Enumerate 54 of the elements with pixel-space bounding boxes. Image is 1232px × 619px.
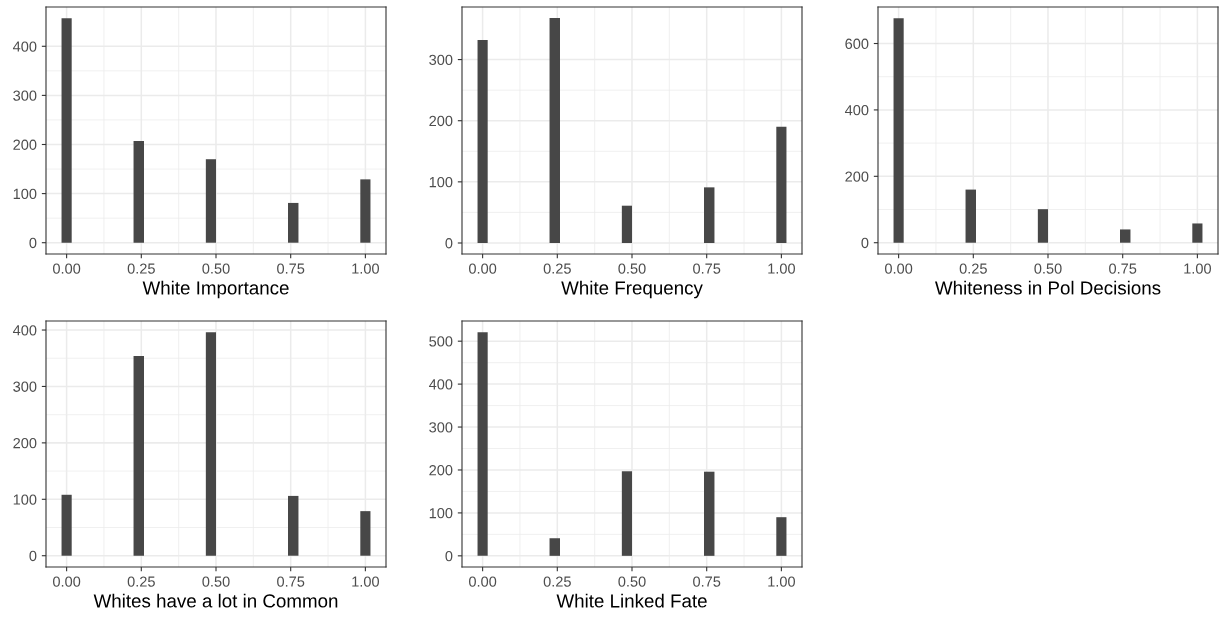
x-tick-label: 0.50 bbox=[618, 576, 646, 587]
y-tick-label: 100 bbox=[13, 188, 37, 200]
x-tick-label: 0.50 bbox=[202, 263, 230, 274]
y-tick-label: 300 bbox=[429, 54, 453, 66]
x-axis-title: White Importance bbox=[142, 280, 289, 299]
y-tick-label: 400 bbox=[844, 105, 869, 116]
x-tick-label: 0.00 bbox=[52, 263, 81, 274]
y-tick-label: 400 bbox=[12, 325, 37, 336]
x-tick-label: 0.00 bbox=[468, 263, 497, 274]
x-tick-label: 0.50 bbox=[1034, 263, 1062, 274]
x-tick-label: 0.00 bbox=[884, 263, 913, 274]
y-tick-label: 200 bbox=[845, 171, 869, 182]
y-tick-label: 400 bbox=[428, 379, 453, 390]
y-tick-label: 0 bbox=[445, 238, 453, 249]
y-tick-label: 100 bbox=[13, 494, 37, 505]
x-tick-label: 0.50 bbox=[202, 576, 230, 587]
y-tick-label: 400 bbox=[12, 41, 37, 52]
x-tick-label: 0.50 bbox=[618, 263, 646, 274]
x-axis-title: Whites have a lot in Common bbox=[93, 593, 338, 608]
x-tick-label: 1.00 bbox=[768, 263, 796, 274]
x-tick-label: 1.00 bbox=[352, 576, 380, 587]
y-tick-label: 100 bbox=[429, 508, 453, 519]
x-tick-label: 1.00 bbox=[352, 263, 380, 274]
x-tick-label: 0.75 bbox=[277, 576, 305, 587]
y-tick-label: 300 bbox=[13, 381, 37, 392]
x-tick-label: 0.75 bbox=[277, 263, 305, 274]
x-tick-label: 0.25 bbox=[543, 263, 571, 274]
x-tick-label: 0.00 bbox=[468, 576, 497, 587]
x-tick-label: 0.25 bbox=[959, 263, 987, 274]
x-tick-label: 0.25 bbox=[127, 576, 155, 587]
x-tick-label: 0.25 bbox=[543, 576, 571, 587]
x-axis-title: Whiteness in Pol Decisions bbox=[935, 280, 1161, 295]
y-tick-label: 0 bbox=[29, 237, 37, 249]
y-tick-label: 100 bbox=[429, 176, 453, 188]
x-tick-label: 0.75 bbox=[693, 263, 721, 274]
y-tick-label: 200 bbox=[13, 139, 37, 150]
y-tick-label: 0 bbox=[445, 550, 453, 562]
x-axis-title: White Frequency bbox=[561, 280, 703, 299]
y-tick-label: 200 bbox=[429, 465, 453, 476]
y-tick-label: 200 bbox=[429, 115, 453, 127]
y-tick-label: 300 bbox=[13, 90, 37, 101]
x-tick-label: 0.75 bbox=[693, 576, 721, 587]
y-tick-label: 200 bbox=[13, 437, 37, 449]
x-tick-label: 0.25 bbox=[127, 263, 155, 274]
x-tick-label: 0.00 bbox=[52, 576, 81, 587]
y-tick-label: 0 bbox=[861, 237, 869, 249]
y-tick-label: 500 bbox=[429, 336, 453, 347]
x-axis-title: White Linked Fate bbox=[556, 593, 707, 608]
x-tick-label: 0.75 bbox=[1109, 263, 1137, 274]
y-tick-label: 0 bbox=[29, 550, 37, 562]
y-tick-label: 600 bbox=[845, 38, 869, 49]
x-tick-label: 1.00 bbox=[1184, 263, 1212, 274]
y-tick-label: 300 bbox=[429, 422, 453, 433]
x-tick-label: 1.00 bbox=[768, 576, 796, 587]
